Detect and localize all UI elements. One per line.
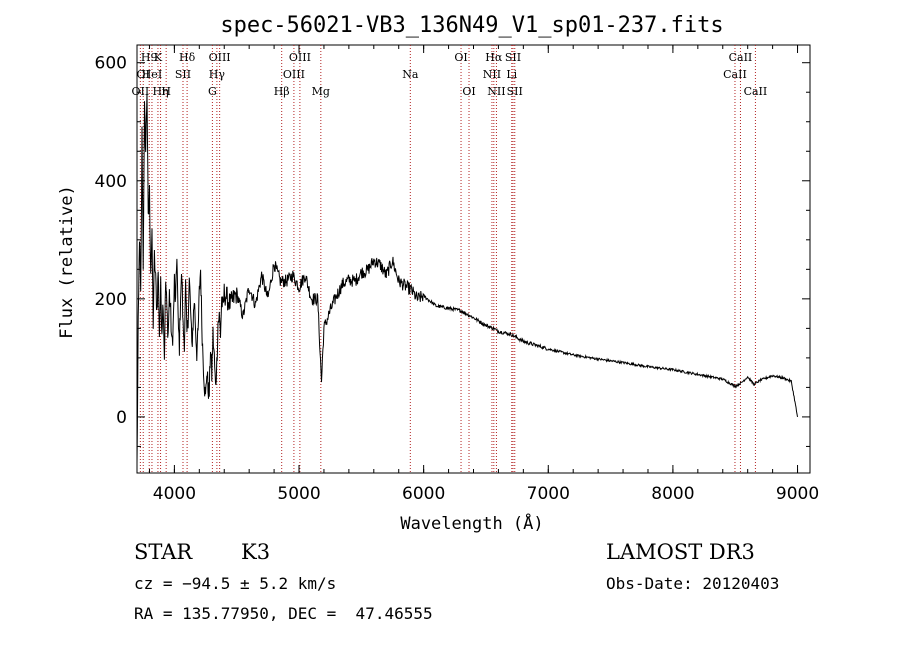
line-label-5: Hη — [152, 85, 168, 98]
line-label-8: Hδ — [179, 51, 196, 64]
line-label-11: G — [208, 85, 217, 98]
line-label-19: Hα — [485, 51, 503, 64]
x-tick-label-4: 8000 — [651, 484, 694, 504]
y-tick-label-0: 0 — [116, 408, 127, 428]
x-tick-label-1: 5000 — [277, 484, 320, 504]
line-label-6: H — [161, 85, 171, 98]
x-tick-label-3: 7000 — [527, 484, 570, 504]
line-label-3: HeI — [142, 68, 162, 81]
line-label-4: K — [154, 51, 163, 64]
spectral-line-markers — [139, 45, 756, 473]
coordinates: RA = 135.77950, DEC = 47.46555 — [134, 604, 433, 623]
y-tick-label-3: 600 — [95, 54, 127, 74]
redshift-value: cz = −94.5 ± 5.2 km/s — [134, 574, 336, 593]
line-label-25: CaII — [729, 51, 753, 64]
x-tick-label-5: 9000 — [776, 484, 819, 504]
line-label-14: OIII — [283, 68, 305, 81]
y-tick-label-1: 200 — [95, 290, 127, 310]
observation-date: Obs-Date: 20120403 — [606, 574, 779, 593]
x-tick-label-0: 4000 — [153, 484, 196, 504]
line-label-13: OIII — [289, 51, 311, 64]
line-label-10: Hγ — [209, 68, 226, 81]
y-tick-label-2: 400 — [95, 172, 127, 192]
object-class: STAR — [134, 540, 193, 564]
line-label-24: SII — [507, 85, 523, 98]
line-label-16: Na — [402, 68, 419, 81]
spectrum-line — [136, 91, 798, 464]
x-tick-label-2: 6000 — [402, 484, 445, 504]
line-label-23: Li — [506, 68, 517, 81]
line-label-20: NII — [483, 68, 501, 81]
chart-title: spec-56021-VB3_136N49_V1_sp01-237.fits — [220, 13, 723, 38]
line-label-18: OI — [462, 85, 475, 98]
y-axis-label: Flux (relative) — [57, 185, 77, 339]
plot-frame — [136, 44, 811, 474]
line-label-7: SII — [175, 68, 191, 81]
line-label-12: Hβ — [274, 85, 290, 98]
object-subclass: K3 — [241, 540, 270, 564]
line-label-17: OI — [454, 51, 467, 64]
line-label-2: H9 — [141, 51, 158, 64]
x-axis-label: Wavelength (Å) — [400, 512, 543, 534]
line-label-0: OII — [132, 85, 150, 98]
line-label-22: SII — [505, 51, 521, 64]
line-label-27: CaII — [744, 85, 768, 98]
survey-name: LAMOST DR3 — [606, 540, 755, 564]
line-label-21: NII — [487, 85, 505, 98]
spectral-line-labels: OII OI H9 HeI K HηH SII Hδ OIII Hγ G Hβ OIII OIII Mg Na… — [132, 51, 768, 98]
axis-ticks: 4000 5000 6000 7000 8000 9000 0 200 400 600 — [95, 45, 819, 504]
line-label-1: OI — [137, 68, 150, 81]
line-label-9: OIII — [209, 51, 231, 64]
line-label-26: CaII — [723, 68, 747, 81]
line-label-15: Mg — [312, 85, 330, 98]
